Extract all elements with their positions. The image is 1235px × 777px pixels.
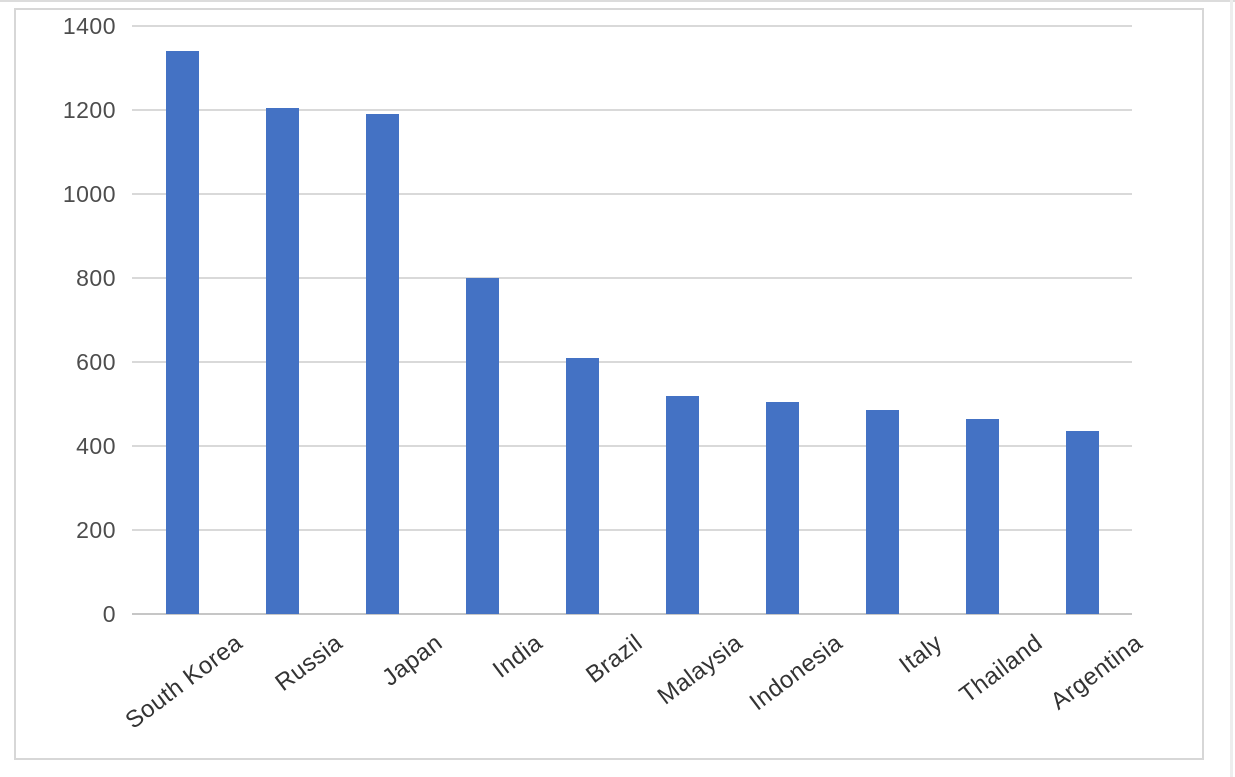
bar-malaysia <box>665 396 699 614</box>
bar-indonesia <box>765 402 799 614</box>
y-axis-tick-label: 0 <box>102 601 116 627</box>
y-axis-tick-label: 1000 <box>62 181 116 207</box>
bar-thailand <box>965 419 999 614</box>
gridline <box>132 277 1132 279</box>
y-axis-tick-label: 400 <box>76 433 116 459</box>
gridline <box>132 445 1132 447</box>
bar-italy <box>865 410 899 614</box>
gridline <box>132 193 1132 195</box>
y-axis-tick-label: 600 <box>76 349 116 375</box>
gridline <box>132 529 1132 531</box>
y-axis-tick-label: 200 <box>76 517 116 543</box>
page-top-edge-line <box>0 0 1235 2</box>
y-axis-tick-label: 800 <box>76 265 116 291</box>
bar-india <box>465 278 499 614</box>
gridline <box>132 109 1132 111</box>
y-axis-tick-label: 1200 <box>62 97 116 123</box>
plot-area <box>132 25 1132 615</box>
bar-brazil <box>565 358 599 614</box>
gridline <box>132 25 1132 27</box>
chart-frame: 0 200 400 600 800 1000 1200 1400 South Korea Rus… <box>14 8 1204 760</box>
bar-japan <box>365 114 399 614</box>
x-axis-line <box>132 613 1132 615</box>
page-right-edge-line <box>1230 0 1233 777</box>
bar-russia <box>265 108 299 614</box>
bar-south-korea <box>165 51 199 614</box>
y-axis-tick-label: 1400 <box>62 13 116 39</box>
gridline <box>132 361 1132 363</box>
bar-argentina <box>1065 431 1099 614</box>
